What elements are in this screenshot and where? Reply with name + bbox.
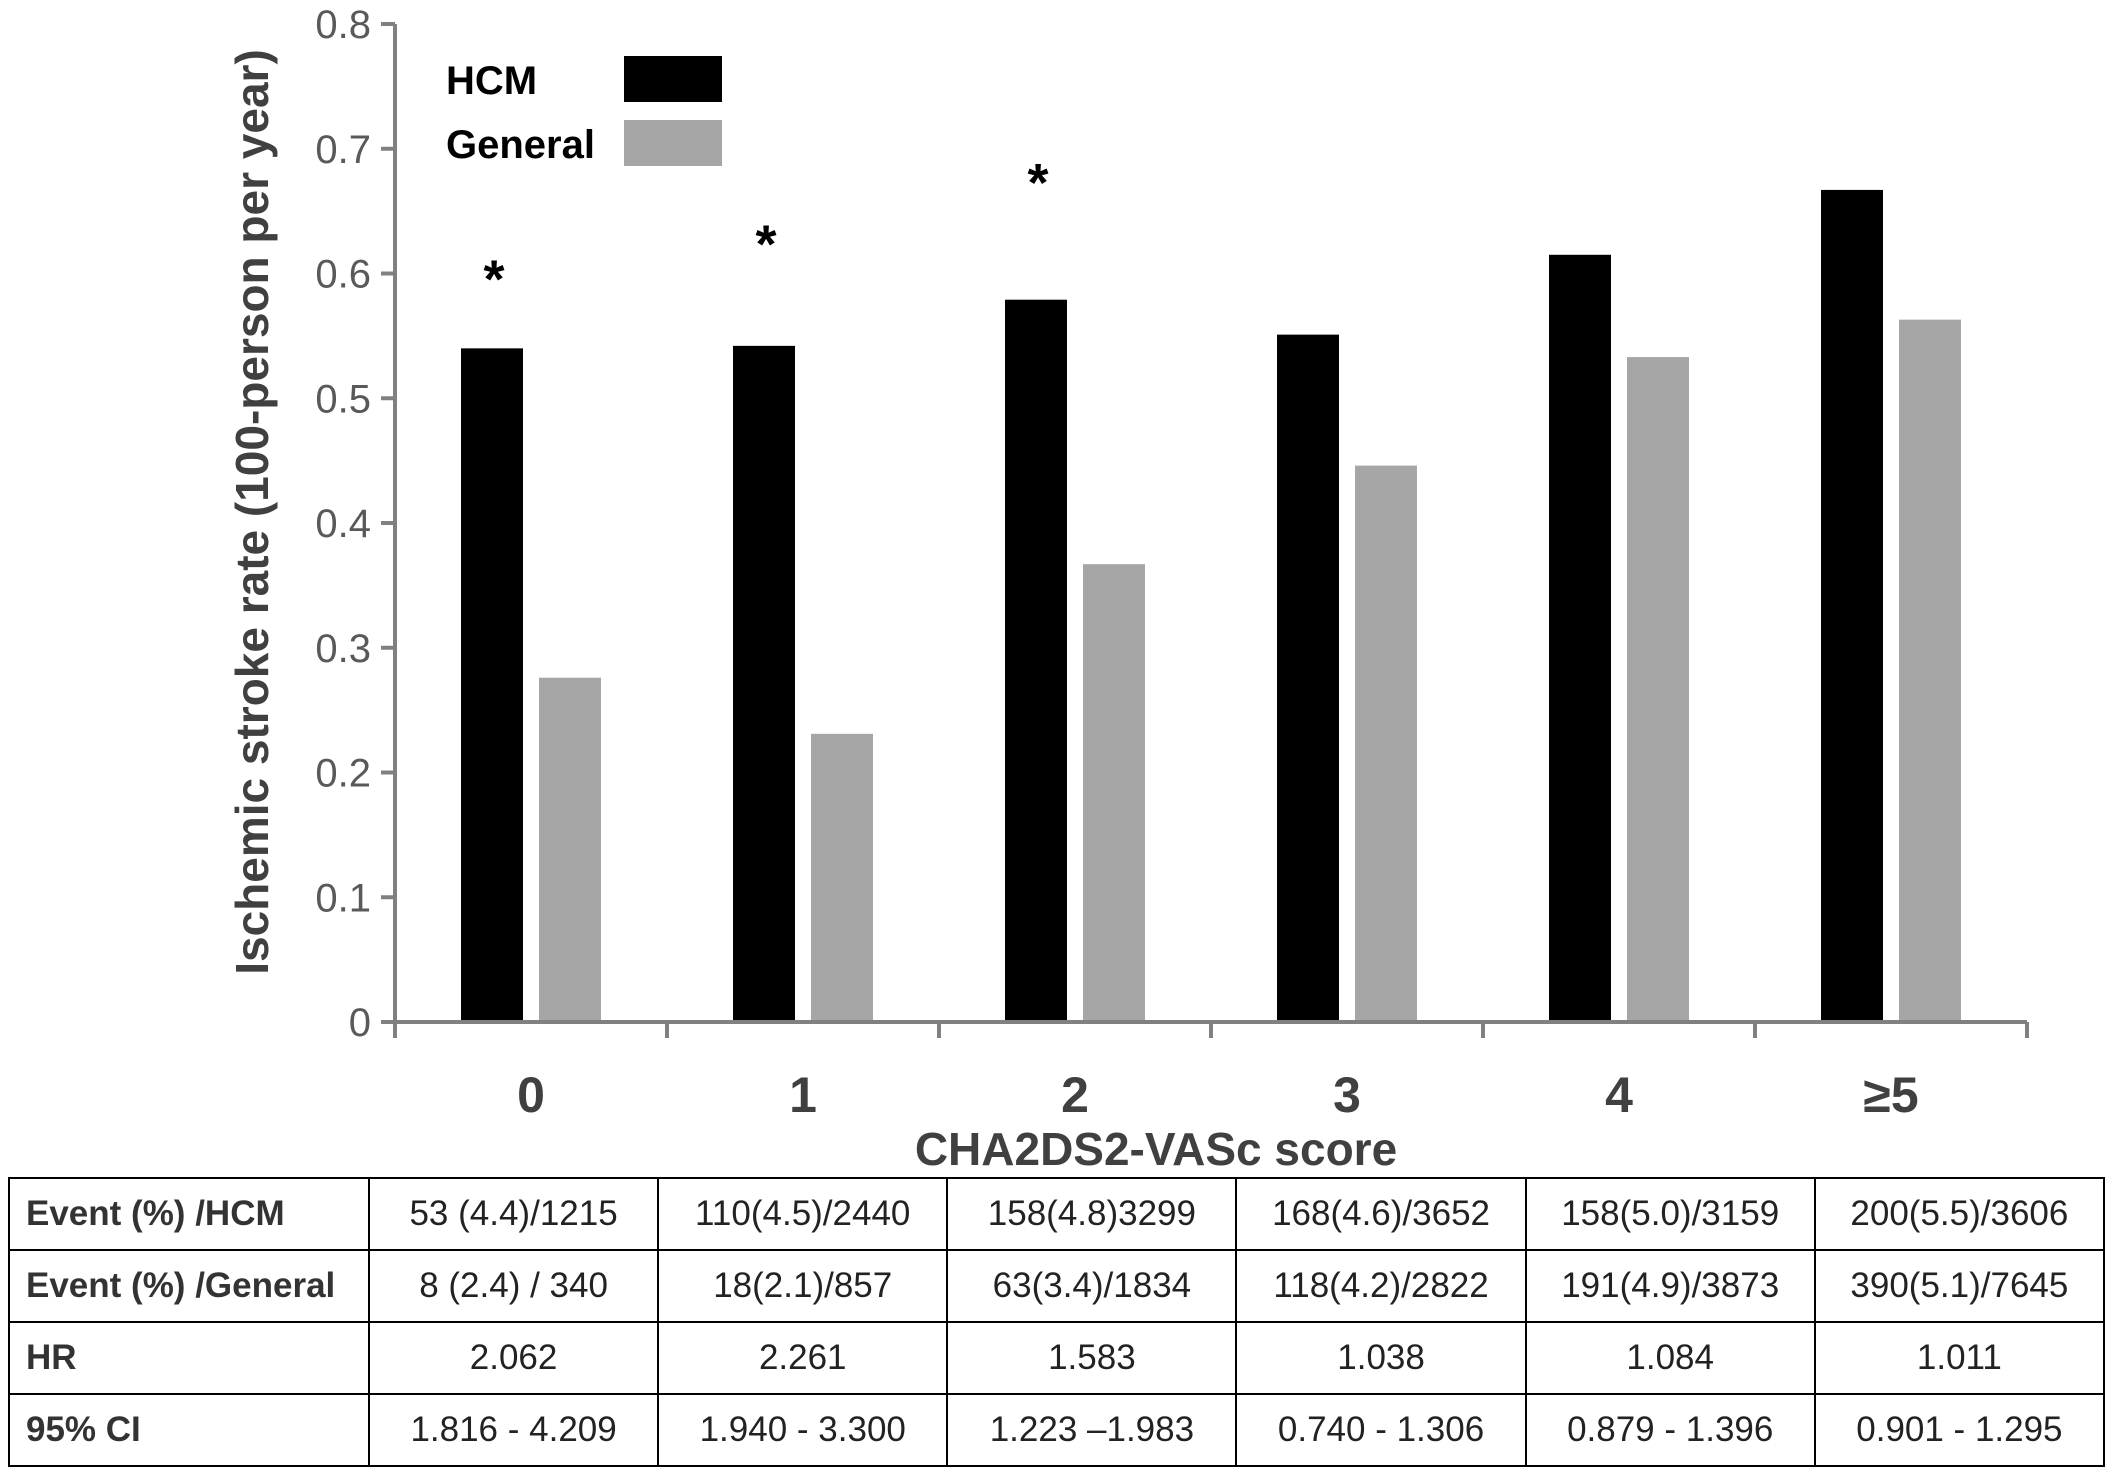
- table-cell: 1.816 - 4.209: [367, 1393, 660, 1467]
- table-cell: 2.062: [367, 1321, 660, 1395]
- legend: HCM General: [446, 56, 722, 167]
- bar-general-3: [1355, 465, 1417, 1022]
- y-tick-label: 0.4: [315, 502, 371, 546]
- table-cell: 63(3.4)/1834: [946, 1249, 1238, 1323]
- table-cell: 110(4.5)/2440: [657, 1177, 949, 1251]
- y-tick-label: 0: [349, 1001, 371, 1045]
- table-cell: 8 (2.4) / 340: [367, 1249, 660, 1323]
- table-cell: 0.879 - 1.396: [1524, 1393, 1816, 1467]
- bar-hcm-2: [1005, 299, 1067, 1022]
- x-tick-label: ≥5: [1863, 1067, 1918, 1123]
- x-axis-ticks: 0 1 2 3 4 ≥5: [393, 1022, 2029, 1123]
- bar-general-5: [1899, 319, 1961, 1023]
- significance-asterisk: *: [755, 214, 776, 274]
- table-cell: 1.940 - 3.300: [657, 1393, 949, 1467]
- y-tick-label: 0.5: [315, 377, 371, 421]
- y-tick-label: 0.7: [315, 128, 371, 172]
- y-axis-title: Ischemic stroke rate (100-person per yea…: [226, 49, 278, 975]
- table-row: 95% CI 1.816 - 4.209 1.940 - 3.300 1.223 –1…: [8, 1393, 2106, 1467]
- table-cell: 53 (4.4)/1215: [367, 1177, 660, 1251]
- bar-hcm-5: [1821, 189, 1883, 1023]
- table-cell: 0.901 - 1.295: [1813, 1393, 2106, 1467]
- bar-hcm-1: [733, 345, 795, 1023]
- table-cell: 1.223 –1.983: [946, 1393, 1238, 1467]
- table-cell: 158(5.0)/3159: [1524, 1177, 1816, 1251]
- y-tick-label: 0.1: [315, 876, 371, 920]
- x-axis-title: CHA2DS2-VASc score: [915, 1123, 1397, 1175]
- table-body: Event (%) /HCM 53 (4.4)/1215 110(4.5)/2440…: [8, 1177, 2106, 1467]
- x-tick-label: 2: [1061, 1067, 1089, 1123]
- y-tick-label: 0.6: [315, 253, 371, 297]
- x-tick-label: 1: [789, 1067, 817, 1123]
- table-cell: 191(4.9)/3873: [1524, 1249, 1816, 1323]
- table-cell: 18(2.1)/857: [657, 1249, 949, 1323]
- significance-marks: * * *: [483, 153, 1048, 309]
- table-cell: 0.740 - 1.306: [1235, 1393, 1527, 1467]
- x-tick-label: 4: [1605, 1067, 1633, 1123]
- y-tick-label: 0.2: [315, 752, 371, 796]
- table-cell: 118(4.2)/2822: [1235, 1249, 1527, 1323]
- table-row: Event (%) /HCM 53 (4.4)/1215 110(4.5)/2440…: [8, 1177, 2106, 1251]
- bar-general-0: [539, 677, 601, 1022]
- table-row: HR 2.062 2.261 1.583 1.038 1.084 1.011: [8, 1321, 2106, 1395]
- significance-asterisk: *: [483, 249, 504, 309]
- table-row-label: 95% CI: [8, 1393, 370, 1467]
- table-row-label: Event (%) /General: [8, 1249, 370, 1323]
- bar-general-4: [1627, 357, 1689, 1022]
- data-table: Event (%) /HCM 53 (4.4)/1215 110(4.5)/2440…: [8, 1177, 2106, 1467]
- bar-hcm-4: [1549, 254, 1611, 1023]
- bar-general-2: [1083, 564, 1145, 1022]
- bar-hcm-3: [1277, 334, 1339, 1022]
- legend-swatch-general: [624, 120, 722, 166]
- bar-general-1: [811, 733, 873, 1022]
- bar-chart: 0 0.1 0.2 0.3 0.4 0.5 0.6 0.7 0.8 0 1 2 3 4 ≥5 * * * HC…: [226, 3, 2029, 1175]
- bar-hcm-0: [461, 348, 523, 1023]
- x-tick-label: 3: [1333, 1067, 1361, 1123]
- table-cell: 1.011: [1813, 1321, 2106, 1395]
- legend-label-general: General: [446, 123, 595, 167]
- y-tick-label: 0.3: [315, 627, 371, 671]
- bars: [461, 189, 1961, 1023]
- table-row: Event (%) /General 8 (2.4) / 340 18(2.1)/8…: [8, 1249, 2106, 1323]
- table-row-label: Event (%) /HCM: [8, 1177, 370, 1251]
- x-tick-label: 0: [517, 1067, 545, 1123]
- table-cell: 390(5.1)/7645: [1813, 1249, 2106, 1323]
- legend-swatch-hcm: [624, 56, 722, 102]
- y-tick-label: 0.8: [315, 3, 371, 47]
- significance-asterisk: *: [1027, 153, 1048, 213]
- table-cell: 1.084: [1524, 1321, 1816, 1395]
- table-cell: 1.583: [946, 1321, 1238, 1395]
- y-axis-ticks: 0 0.1 0.2 0.3 0.4 0.5 0.6 0.7 0.8: [315, 3, 395, 1045]
- legend-label-hcm: HCM: [446, 59, 537, 103]
- table-cell: 168(4.6)/3652: [1235, 1177, 1527, 1251]
- table-cell: 200(5.5)/3606: [1813, 1177, 2106, 1251]
- table-row-label: HR: [8, 1321, 370, 1395]
- table-cell: 1.038: [1235, 1321, 1527, 1395]
- table-cell: 2.261: [657, 1321, 949, 1395]
- table-cell: 158(4.8)3299: [946, 1177, 1238, 1251]
